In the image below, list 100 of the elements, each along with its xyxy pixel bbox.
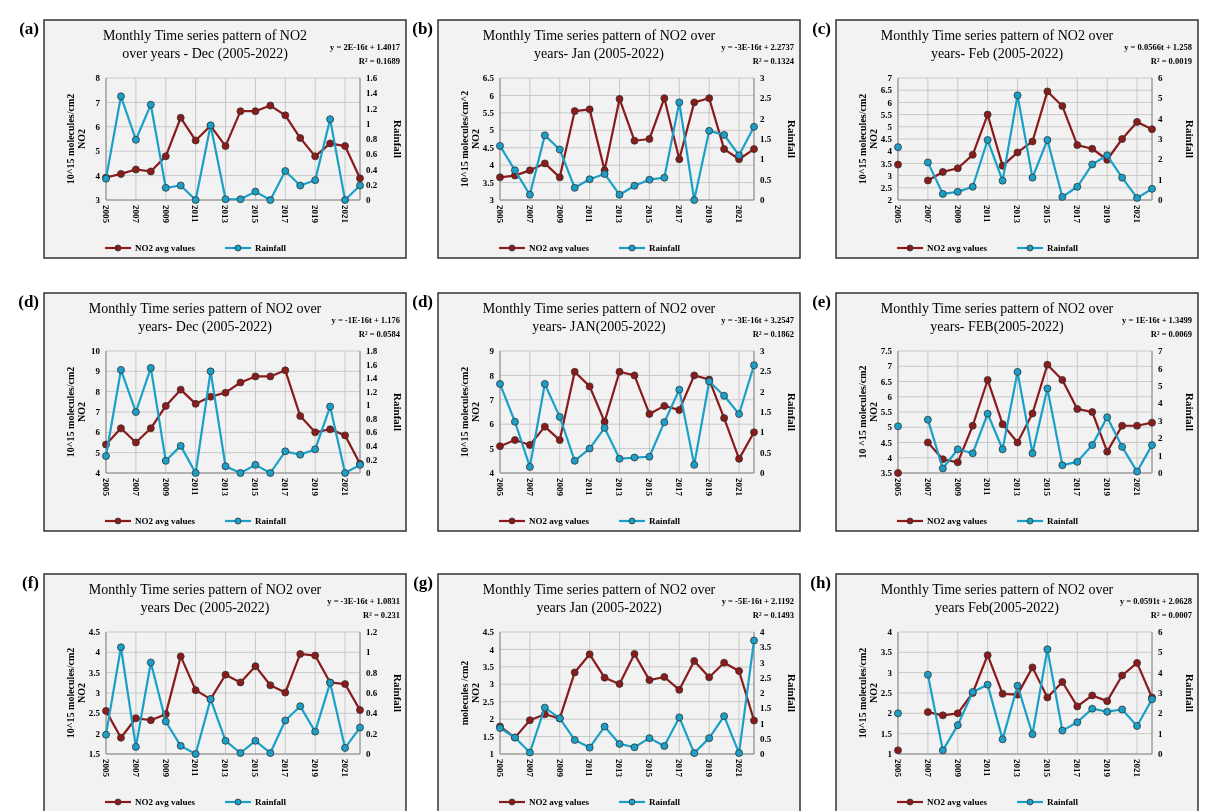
y2-tick-label: 1 [1158, 174, 1163, 185]
x-tick-label: 2011 [584, 478, 595, 496]
y2-tick-label: 6 [1158, 627, 1163, 638]
y2-tick-label: 1 [1158, 450, 1163, 461]
y2-tick-label: 2 [1158, 708, 1163, 719]
y-tick-label: 2.5 [880, 182, 893, 193]
x-tick-label: 2015 [1042, 478, 1053, 497]
y-tick-label: 3 [887, 667, 893, 678]
x-tick-label: 2021 [733, 759, 744, 778]
y-tick-label: 4 [489, 644, 495, 655]
y-tick-label: 5 [95, 447, 101, 458]
y-tick-label: 6 [489, 419, 495, 430]
y2-tick-label: 5 [1158, 647, 1163, 658]
y2-tick-label: 2 [760, 113, 765, 124]
y2-tick-label: 0.4 [366, 164, 378, 175]
text: R² = 0.0019 [1150, 56, 1192, 66]
legend-label: NO2 avg values [529, 516, 590, 527]
x-tick-label: 2005 [494, 478, 505, 497]
text: R² = 0.0069 [1150, 329, 1192, 339]
y2-tick-label: 3 [1158, 688, 1163, 699]
text: (d) [18, 292, 39, 311]
y2-tick-label: 1.2 [366, 103, 378, 114]
x-tick-label: 2015 [250, 205, 261, 224]
y2-tick-label: 3 [760, 346, 765, 357]
x-tick-label: 2007 [922, 478, 933, 497]
text: R² = 0.1862 [752, 329, 794, 339]
legend-label: Rainfall [1047, 243, 1079, 254]
y-tick-label: 3 [887, 170, 893, 181]
y-tick-label: 6.5 [482, 73, 495, 84]
y2-axis-title: Rainfall [786, 393, 798, 431]
y2-tick-label: 3 [1158, 134, 1163, 145]
x-tick-label: 2007 [524, 478, 535, 497]
text: R² = 0.1493 [752, 610, 794, 620]
y-tick-label: 3.5 [482, 177, 495, 188]
y2-tick-label: 3 [760, 657, 765, 668]
y-tick-label: 2 [887, 195, 893, 206]
y-tick-label: 7 [887, 73, 893, 84]
y-axis-title: 10^15 molecules/cm2 NO2 [459, 366, 481, 458]
legend-label: NO2 avg values [529, 797, 590, 808]
x-tick-label: 2013 [1012, 478, 1023, 497]
x-tick-label: 2011 [982, 478, 993, 496]
y2-tick-label: 1.5 [760, 134, 772, 145]
y-tick-label: 3.5 [880, 158, 893, 169]
y2-tick-label: 1.4 [366, 373, 378, 384]
legend-label: NO2 avg values [927, 516, 988, 527]
x-tick-label: 2009 [554, 205, 565, 224]
y2-tick-label: 0.2 [366, 728, 378, 739]
x-tick-label: 2015 [250, 759, 261, 778]
y2-tick-label: 1.2 [366, 627, 378, 638]
x-tick-label: 2009 [160, 759, 171, 778]
y2-tick-label: 0.5 [760, 174, 772, 185]
x-tick-label: 2015 [644, 205, 655, 224]
y-tick-label: 9 [95, 366, 101, 377]
y-tick-label: 6 [95, 427, 101, 438]
y2-tick-label: 0 [760, 195, 765, 206]
chart-title: Monthly Time series pattern of NO2 over years Dec (2005-2022) [88, 582, 322, 616]
x-tick-label: 2013 [220, 205, 231, 224]
x-tick-label: 2009 [952, 759, 963, 778]
y-tick-label: 4.5 [482, 627, 495, 638]
x-tick-label: 2005 [892, 205, 903, 224]
y-tick-label: 6 [887, 391, 893, 402]
x-tick-label: 2005 [494, 759, 505, 778]
y-tick-label: 7.5 [880, 346, 893, 357]
y-tick-label: 4.5 [880, 134, 893, 145]
x-tick-label: 2017 [674, 759, 685, 778]
x-tick-label: 2009 [952, 478, 963, 497]
y2-tick-label: 3 [1158, 415, 1163, 426]
x-tick-label: 2017 [1072, 205, 1083, 224]
y2-tick-label: 0.8 [366, 134, 378, 145]
y-tick-label: 7 [887, 361, 893, 372]
y-tick-label: 6.5 [880, 376, 893, 387]
y2-tick-label: 7 [1158, 346, 1163, 357]
x-tick-label: 2021 [1131, 205, 1142, 224]
y-tick-label: 3 [489, 195, 495, 206]
y-tick-label: 4 [95, 468, 101, 479]
y2-tick-label: 1 [1158, 728, 1163, 739]
y-tick-label: 7 [95, 407, 101, 418]
y2-tick-label: 4 [1158, 398, 1163, 409]
y2-tick-label: 1 [760, 427, 765, 438]
text: y = -1E-16t + 1.176 [331, 315, 400, 325]
y2-tick-label: 0 [366, 468, 371, 479]
legend-label: Rainfall [649, 797, 681, 808]
chart-title: Monthly Time series pattern of NO2 over years Feb(2005-2022) [880, 582, 1114, 616]
x-tick-label: 2009 [160, 205, 171, 224]
legend-label: Rainfall [649, 243, 681, 254]
y2-tick-label: 0.2 [366, 454, 378, 465]
x-tick-label: 2007 [922, 205, 933, 224]
x-tick-label: 2007 [130, 205, 141, 224]
x-tick-label: 2005 [494, 205, 505, 224]
y-tick-label: 4.5 [880, 437, 893, 448]
x-tick-label: 2019 [310, 759, 321, 778]
text: R² = 0.1324 [752, 56, 795, 66]
y-tick-label: 4 [95, 647, 101, 658]
x-tick-label: 2013 [220, 478, 231, 497]
y2-tick-label: 0 [1158, 749, 1163, 760]
y-tick-label: 1.5 [88, 749, 101, 760]
y2-axis-title: Rainfall [1184, 393, 1196, 431]
x-tick-label: 2019 [1102, 759, 1113, 778]
x-tick-label: 2015 [644, 478, 655, 497]
y-tick-label: 8 [489, 370, 495, 381]
